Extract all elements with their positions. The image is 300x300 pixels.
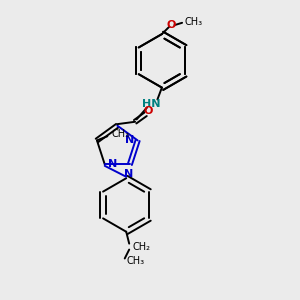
Text: O: O: [166, 20, 176, 30]
Text: CH₃: CH₃: [112, 130, 130, 140]
Text: CH₃: CH₃: [126, 256, 144, 266]
Text: CH₂: CH₂: [132, 242, 150, 252]
Text: O: O: [144, 106, 153, 116]
Text: N: N: [124, 169, 133, 179]
Text: HN: HN: [142, 99, 161, 109]
Text: N: N: [108, 159, 118, 169]
Text: CH₃: CH₃: [184, 17, 202, 27]
Text: N: N: [125, 135, 134, 146]
